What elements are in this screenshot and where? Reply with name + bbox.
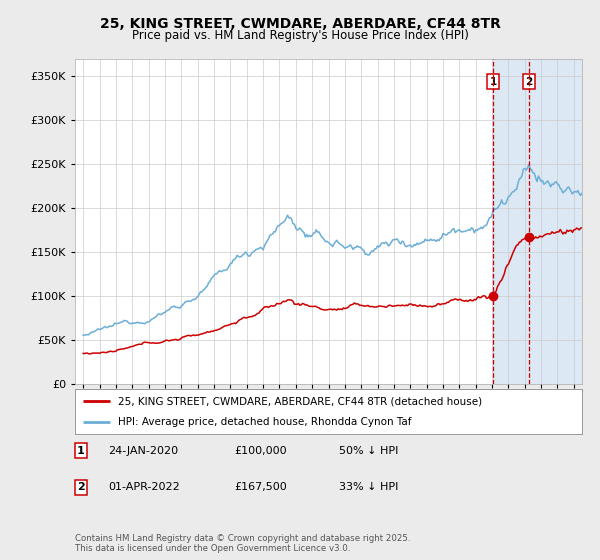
Text: 50% ↓ HPI: 50% ↓ HPI (339, 446, 398, 456)
Text: £100,000: £100,000 (234, 446, 287, 456)
Bar (493, 59, 598, 384)
Text: 25, KING STREET, CWMDARE, ABERDARE, CF44 8TR (detached house): 25, KING STREET, CWMDARE, ABERDARE, CF44… (118, 396, 482, 407)
Text: 25, KING STREET, CWMDARE, ABERDARE, CF44 8TR: 25, KING STREET, CWMDARE, ABERDARE, CF44… (100, 17, 500, 31)
Text: 01-APR-2022: 01-APR-2022 (108, 482, 180, 492)
Text: 2: 2 (525, 77, 532, 87)
Text: £167,500: £167,500 (234, 482, 287, 492)
Text: HPI: Average price, detached house, Rhondda Cynon Taf: HPI: Average price, detached house, Rhon… (118, 417, 412, 427)
Text: 24-JAN-2020: 24-JAN-2020 (108, 446, 178, 456)
Text: 1: 1 (77, 446, 85, 456)
Text: Contains HM Land Registry data © Crown copyright and database right 2025.
This d: Contains HM Land Registry data © Crown c… (75, 534, 410, 553)
Text: 1: 1 (490, 77, 497, 87)
Text: Price paid vs. HM Land Registry's House Price Index (HPI): Price paid vs. HM Land Registry's House … (131, 29, 469, 42)
Text: 33% ↓ HPI: 33% ↓ HPI (339, 482, 398, 492)
Text: 2: 2 (77, 482, 85, 492)
